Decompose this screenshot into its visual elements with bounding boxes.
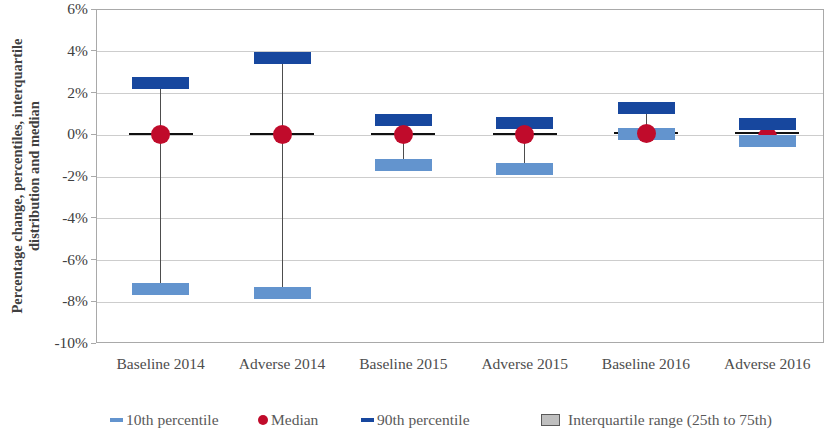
legend-item-label: Interquartile range (25th to 75th): [568, 411, 772, 429]
whisker-line: [160, 83, 161, 289]
category-label: Baseline 2014: [100, 355, 221, 373]
gridline: [97, 93, 823, 94]
y-tick-mark: [91, 92, 96, 93]
gridline: [97, 177, 823, 178]
gridline: [97, 51, 823, 52]
median-dot: [637, 124, 656, 143]
percentile-10-bar: [132, 283, 189, 295]
y-tick-label: -10%: [28, 334, 88, 352]
category-label: Adverse 2015: [464, 355, 585, 373]
legend-iqr-box-icon: [541, 414, 560, 426]
category-label: Baseline 2016: [585, 355, 706, 373]
category-label: Adverse 2014: [221, 355, 342, 373]
y-tick-mark: [91, 343, 96, 344]
legend-item-label: Median: [271, 411, 318, 429]
gridline: [97, 302, 823, 303]
legend-item-90th-percentile: 90th percentile: [361, 410, 470, 430]
plot-area: [96, 9, 824, 343]
legend-item-label: 90th percentile: [377, 411, 470, 429]
percentile-90-bar: [132, 77, 189, 89]
y-tick-label: -2%: [28, 167, 88, 185]
legend-item-label: 10th percentile: [126, 411, 219, 429]
category-label: Adverse 2016: [707, 355, 828, 373]
y-tick-label: 2%: [28, 84, 88, 102]
y-tick-mark: [91, 50, 96, 51]
median-dot: [394, 125, 413, 144]
y-tick-mark: [91, 134, 96, 135]
median-dot: [273, 125, 292, 144]
y-tick-label: 0%: [28, 125, 88, 143]
y-tick-label: 6%: [28, 0, 88, 18]
y-tick-mark: [91, 9, 96, 10]
y-tick-mark: [91, 301, 96, 302]
percentile-90-bar: [375, 114, 432, 126]
y-axis-title-line1: Percentage change, percentiles, interqua…: [9, 9, 26, 343]
percentile-90-bar: [254, 52, 311, 64]
legend-10th-percentile-dash-icon: [110, 418, 123, 422]
legend-item-interquartile-range-25th-to-75th: Interquartile range (25th to 75th): [541, 410, 772, 430]
y-tick-label: -4%: [28, 209, 88, 227]
category-label: Baseline 2015: [343, 355, 464, 373]
y-tick-label: 4%: [28, 42, 88, 60]
legend-item-median: Median: [258, 410, 318, 430]
median-dot: [151, 125, 170, 144]
y-tick-mark: [91, 176, 96, 177]
percentile-10-bar: [739, 135, 796, 147]
legend-90th-percentile-dash-icon: [361, 418, 374, 422]
percentile-90-bar: [618, 102, 675, 114]
gridline: [97, 135, 823, 136]
chart-figure: Percentage change, percentiles, interqua…: [0, 0, 831, 437]
legend-item-10th-percentile: 10th percentile: [110, 410, 219, 430]
y-tick-mark: [91, 217, 96, 218]
percentile-10-bar: [254, 287, 311, 299]
whisker-line: [282, 58, 283, 293]
gridline: [97, 218, 823, 219]
y-tick-label: -6%: [28, 251, 88, 269]
percentile-10-bar: [496, 163, 553, 175]
gridline: [97, 260, 823, 261]
percentile-90-bar: [739, 118, 796, 130]
median-dot: [515, 125, 534, 144]
y-tick-label: -8%: [28, 292, 88, 310]
percentile-10-bar: [375, 159, 432, 171]
y-tick-mark: [91, 259, 96, 260]
legend-median-dot-icon: [258, 415, 268, 425]
